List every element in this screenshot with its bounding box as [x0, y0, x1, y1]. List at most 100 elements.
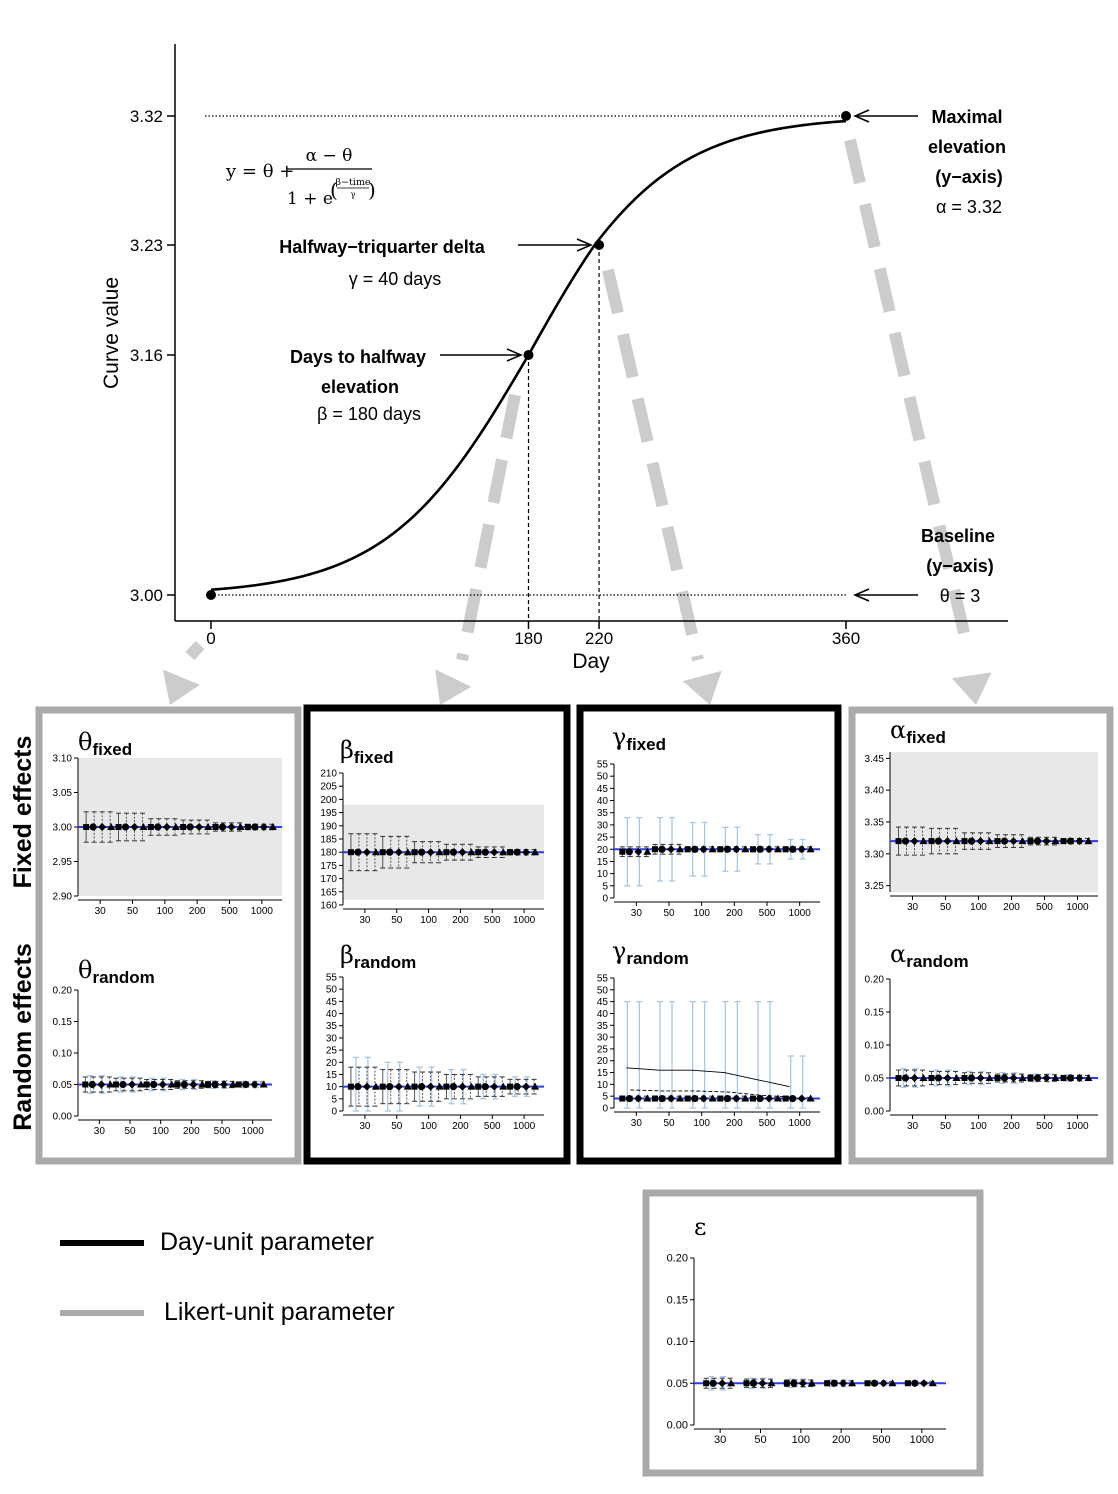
panel-marker-triangle [106, 1080, 115, 1088]
panel-y-tick-label: 160 [320, 901, 337, 912]
panel-x-tick-label: 30 [907, 902, 919, 913]
panel-y-tick-label: 40 [597, 796, 609, 807]
panel-y-tick-label: 45 [326, 997, 338, 1008]
panel-marker-circle [658, 845, 666, 853]
panel-marker-diamond [667, 845, 675, 854]
panel-marker-circle [386, 848, 394, 856]
panel-marker-diamond [458, 1082, 467, 1091]
panel-y-tick-label: 175 [320, 861, 337, 872]
panel-marker-square [1060, 838, 1067, 845]
panel-x-tick-label: 200 [452, 1121, 469, 1132]
panel-marker-circle [121, 823, 130, 831]
arrow-baseline-head [853, 588, 870, 602]
panel-y-tick-label: 2.90 [53, 892, 73, 903]
formula-paren-right: ) [368, 178, 376, 202]
panel-marker-circle [901, 837, 910, 845]
panel-marker-triangle [1084, 1074, 1093, 1081]
panel-y-tick-label: 3.25 [865, 881, 885, 892]
main-x-tick-label: 180 [514, 629, 542, 648]
panel-x-tick-label: 1000 [251, 906, 274, 917]
panel-marker-triangle [888, 1379, 897, 1387]
panel-x-tick-label: 200 [1003, 902, 1020, 913]
annotation-maximal: Maximal elevation (y−axis) α = 3.32 [928, 107, 1006, 217]
panel-marker-diamond [943, 837, 952, 846]
main-curve-chart: 3.003.163.233.32 0 180 220 360 Curve value … [100, 44, 1008, 673]
panel-biased-line-dashed [630, 1089, 794, 1098]
panel-marker-triangle [767, 1379, 776, 1387]
annotation-baseline-3: θ = 3 [940, 586, 981, 606]
legend-swatch-likert [60, 1309, 144, 1316]
panel-marker-square [235, 1081, 242, 1088]
panel-title-symbol: θ [78, 728, 92, 756]
panel-title-symbol: β [340, 941, 354, 969]
annotation-baseline-2: (y−axis) [926, 556, 994, 576]
panel-marker-diamond [522, 1082, 531, 1091]
legend-item-likert: Likert-unit parameter [60, 1298, 395, 1327]
annotation-baseline: Baseline (y−axis) θ = 3 [921, 526, 995, 606]
panel-marker-diamond [797, 845, 806, 854]
panel-y-tick-label: 50 [326, 985, 338, 996]
panel-x-tick-label: 100 [156, 906, 173, 917]
panel-marker-circle [911, 1379, 919, 1387]
panel-marker-square [684, 846, 691, 853]
panel-title-subscript: random [626, 949, 688, 968]
panel-y-tick-label: 3.05 [53, 788, 73, 799]
main-x-label: Day [572, 650, 610, 673]
panel-marker-diamond [220, 1080, 228, 1089]
panel-x-tick-label: 1000 [789, 1118, 812, 1129]
panel-y-tick-label: 190 [320, 821, 337, 832]
panel-x-tick-label: 500 [872, 1434, 890, 1446]
panel-x-tick-label: 50 [124, 1126, 136, 1137]
panel-marker-triangle [727, 1379, 736, 1387]
panel-marker-diamond [943, 1074, 952, 1082]
panel-marker-square [180, 824, 187, 830]
panel-x-tick-label: 1000 [242, 1126, 265, 1137]
panel-y-tick-label: 165 [320, 887, 337, 898]
panel-alpha-random: 0.00 0.05 0.10 0.15 0.20 30 50 100 200 500 1000 αra… [865, 940, 1098, 1132]
panel-marker-triangle [985, 837, 994, 845]
panel-x-tick-label: 30 [94, 1126, 106, 1137]
panel-marker-triangle [531, 848, 540, 856]
panel-y-tick-label: 15 [326, 1070, 338, 1081]
panel-marker-square [750, 846, 756, 853]
panel-y-tick-label: 0.00 [865, 1107, 885, 1118]
main-y-label: Curve value [100, 277, 123, 389]
panel-marker-diamond [765, 845, 773, 854]
panel-x-tick-label: 500 [1036, 902, 1053, 913]
panel-marker-circle [449, 1083, 458, 1091]
panel-title: γfixed [612, 723, 666, 754]
panel-marker-circle [830, 1379, 838, 1387]
panel-title-symbol: α [890, 716, 906, 744]
panel-marker-circle [625, 848, 633, 856]
panel-marker-circle [723, 1094, 731, 1103]
guide-arrow-theta [185, 640, 205, 661]
annotation-halfway-triquarter-2: γ = 40 days [349, 269, 442, 289]
panel-title-symbol: θ [78, 956, 92, 984]
panel-marker-circle [934, 1074, 943, 1082]
panel-y-tick-label: 45 [597, 997, 609, 1008]
panel-x-tick-label: 50 [940, 902, 952, 913]
panel-marker-circle [417, 848, 426, 856]
panel-title-subscript: random [354, 953, 416, 972]
panel-border-theta [35, 706, 302, 1165]
panel-marker-diamond [976, 1074, 985, 1082]
panel-x-tick-label: 500 [484, 915, 501, 926]
panel-y-tick-label: 15 [597, 857, 609, 868]
panel-x-tick-label: 500 [759, 1118, 776, 1129]
panel-y-tick-label: 10 [597, 869, 609, 880]
panel-marker-square [147, 824, 154, 830]
panel-marker-diamond [394, 1082, 403, 1091]
panel-marker-circle [625, 1094, 633, 1103]
panel-marker-square [347, 1083, 354, 1090]
arrow-days-half-head [506, 348, 523, 362]
panel-y-tick-label: 55 [326, 973, 338, 984]
panel-y-tick-label: 0.10 [865, 1041, 885, 1052]
guide-arrow-gamma-head [682, 670, 722, 705]
panel-x-tick-label: 200 [189, 906, 206, 917]
panel-title: ε [694, 1213, 706, 1241]
panel-y-tick-label: 30 [597, 820, 609, 831]
panel-x-tick-label: 500 [221, 906, 238, 917]
annotation-days-half-2: elevation [321, 377, 399, 397]
